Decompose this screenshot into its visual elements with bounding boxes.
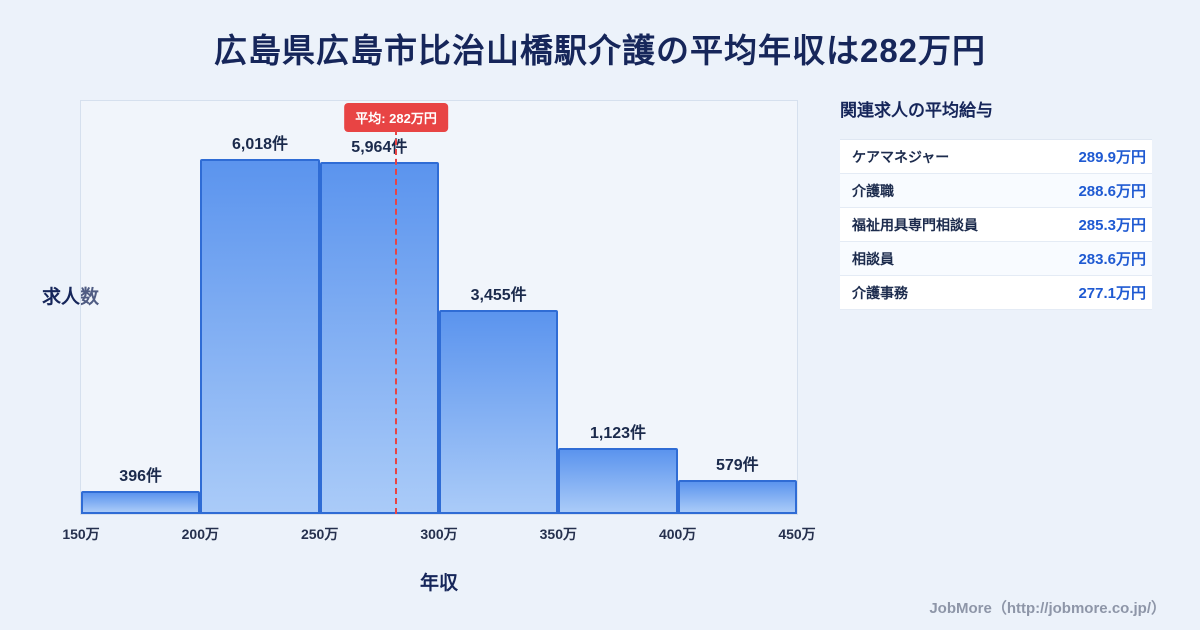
salary-row-value: 289.9万円	[1078, 149, 1146, 166]
page-title: 広島県広島市比治山橋駅介護の平均年収は282万円	[213, 32, 987, 69]
salary-row-label: 福祉用具専門相談員	[852, 216, 978, 233]
salary-row-label: 介護事務	[852, 284, 908, 301]
table-row: 介護職 288.6万円	[840, 174, 1152, 208]
histogram-bar	[319, 162, 439, 514]
table-row: 福祉用具専門相談員 285.3万円	[840, 208, 1152, 242]
histogram-bar	[81, 490, 201, 514]
bar-value-label: 1,123件	[589, 424, 647, 442]
table-row: 介護事務 277.1万円	[840, 276, 1152, 310]
average-badge: 平均: 282万円	[344, 103, 448, 132]
salary-row-value: 283.6万円	[1078, 251, 1146, 268]
salary-table: ケアマネジャー 289.9万円 介護職 288.6万円 福祉用具専門相談員 28…	[840, 139, 1152, 310]
table-row: ケアマネジャー 289.9万円	[840, 140, 1152, 174]
x-tick-label: 250万	[300, 526, 339, 542]
footer-credit: JobMore（http://jobmore.co.jp/）	[929, 600, 1166, 617]
salary-row-label: 相談員	[852, 250, 894, 267]
related-salary-panel: 関連求人の平均給与 ケアマネジャー 289.9万円 介護職 288.6万円 福祉…	[840, 96, 1152, 310]
salary-row-value: 285.3万円	[1078, 217, 1146, 234]
bar-value-label: 6,018件	[231, 135, 289, 153]
x-tick-label: 450万	[778, 526, 816, 542]
x-tick-label: 300万	[420, 526, 458, 542]
bar-value-label: 396件	[119, 467, 163, 485]
bar-value-label: 5,964件	[351, 139, 408, 157]
x-tick-label: 400万	[658, 526, 697, 542]
histogram-bar	[677, 479, 797, 514]
salary-row-label: 介護職	[852, 182, 894, 199]
histogram-bar	[439, 310, 559, 514]
y-axis-label: 求人数	[42, 287, 100, 308]
plot-area: 平均: 282万円 396件 6,018件 5,964件 3,455件 1,123件 57…	[62, 100, 816, 542]
salary-row-value: 277.1万円	[1078, 285, 1146, 302]
average-line	[395, 129, 398, 514]
histogram-bar	[200, 158, 320, 514]
table-row: 相談員 283.6万円	[840, 242, 1152, 276]
salary-row-label: ケアマネジャー	[852, 148, 950, 165]
x-axis-label: 年収	[419, 573, 458, 594]
x-tick-label: 350万	[539, 526, 578, 542]
panel-heading: 関連求人の平均給与	[840, 101, 993, 120]
histogram-bar	[558, 447, 678, 514]
x-tick-label: 150万	[62, 526, 100, 542]
bar-value-label: 579件	[715, 456, 759, 474]
bar-value-label: 3,455件	[470, 287, 527, 305]
x-tick-label: 200万	[181, 526, 220, 542]
salary-row-value: 288.6万円	[1078, 183, 1146, 200]
